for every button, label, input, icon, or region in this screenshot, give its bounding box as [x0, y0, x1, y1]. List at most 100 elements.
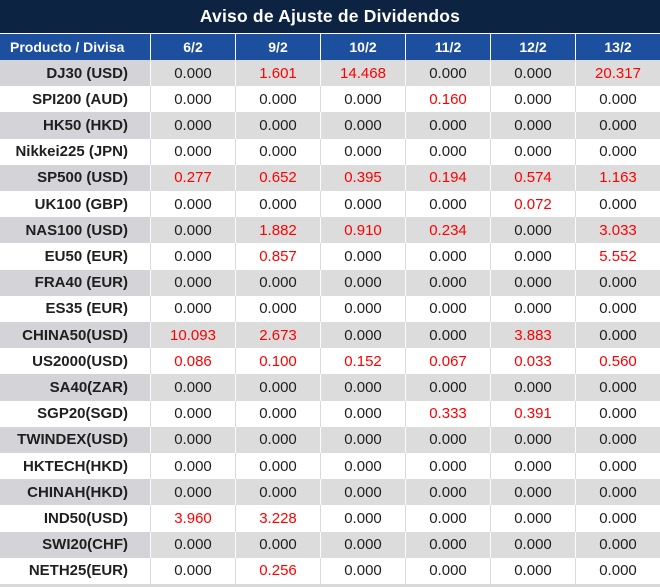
product-cell: IND50(USD)	[43, 510, 128, 528]
value-cell: 1.163	[575, 164, 660, 192]
value-cell: 0.000	[150, 138, 235, 165]
value-cell: 20.317	[575, 60, 660, 87]
table-row: NETH25(EUR) 0.000 0.256 0.000 0.000 0.000 0.00…	[0, 557, 660, 585]
value-cell: 1.601	[235, 60, 320, 87]
value-cell: 0.000	[490, 269, 575, 296]
value-cell: 0.000	[490, 295, 575, 323]
product-cell: SA40(ZAR)	[0, 374, 150, 401]
value-cell: 0.000	[150, 374, 235, 401]
value-cell: 0.000	[405, 322, 490, 349]
value-cell: 3.228	[235, 505, 320, 532]
value-cell: 0.000	[575, 295, 660, 323]
value-cell: 0.000	[575, 138, 660, 165]
value-cell: 0.000	[235, 138, 320, 165]
table-row: TWINDEX(USD) 0.000 0.000 0.000 0.000 0.000 0.0…	[0, 426, 660, 454]
value-cell: 0.000	[320, 374, 405, 401]
value-cell: 0.000	[405, 112, 490, 139]
value-cell: 0.000	[490, 112, 575, 139]
product-cell: NETH25(EUR)	[28, 562, 128, 580]
product-cell: Nikkei225 (JPN)	[15, 143, 128, 161]
table-row: DJ30 (USD) 0.000 1.601 14.468 0.000 0.000 20.3…	[0, 60, 660, 87]
value-cell: 0.000	[235, 86, 320, 113]
value-cell: 3.033	[575, 217, 660, 244]
value-cell: 0.000	[320, 295, 405, 323]
value-cell: 0.033	[490, 348, 575, 375]
value-cell: 0.234	[405, 217, 490, 244]
product-column-header: Producto / Divisa	[10, 39, 125, 55]
value-cell: 0.000	[320, 479, 405, 506]
value-cell: 0.000	[150, 191, 235, 218]
value-cell: 0.000	[490, 479, 575, 506]
value-cell: 0.000	[150, 243, 235, 270]
value-cell: 0.067	[405, 348, 490, 375]
value-cell: 0.000	[575, 557, 660, 585]
value-cell: 0.910	[320, 217, 405, 244]
value-cell: 0.000	[150, 531, 235, 558]
value-cell: 0.256	[235, 557, 320, 585]
product-cell: DJ30 (USD)	[0, 60, 150, 87]
date-column-header: 6/2	[150, 34, 235, 60]
value-cell: 0.000	[150, 479, 235, 506]
column-header-row: Producto / Divisa 6/2 9/2 10/2 11/2 12/2 13/2	[0, 33, 660, 60]
value-cell: 0.000	[405, 557, 490, 585]
value-cell: 0.152	[320, 348, 405, 375]
date-column-header: 13/2	[575, 34, 660, 60]
table-row: FRA40 (EUR) 0.000 0.000 0.000 0.000 0.000 0.00…	[0, 269, 660, 296]
product-cell: SPI200 (AUD)	[32, 90, 128, 108]
value-cell: 0.333	[405, 400, 490, 427]
table-row: ES35 (EUR) 0.000 0.000 0.000 0.000 0.000 0.000	[0, 295, 660, 323]
value-cell: 0.086	[150, 348, 235, 375]
value-cell: 0.391	[490, 400, 575, 427]
value-cell: 0.652	[235, 164, 320, 192]
table-row: SWI20(CHF) 0.000 0.000 0.000 0.000 0.000 0.000	[0, 531, 660, 558]
value-cell: 0.000	[150, 269, 235, 296]
product-cell: US2000(USD)	[32, 352, 128, 370]
product-cell: EU50 (EUR)	[44, 248, 128, 266]
value-cell: 0.000	[405, 374, 490, 401]
table-row: HKTECH(HKD) 0.000 0.000 0.000 0.000 0.000 0.00…	[0, 453, 660, 480]
value-cell: 10.093	[150, 322, 235, 349]
value-cell: 0.000	[235, 269, 320, 296]
value-cell: 0.000	[405, 295, 490, 323]
value-cell: 0.000	[320, 505, 405, 532]
table-row: SGP20(SGD) 0.000 0.000 0.000 0.333 0.391 0.000	[0, 400, 660, 427]
value-cell: 1.882	[235, 217, 320, 244]
value-cell: 0.000	[575, 400, 660, 427]
value-cell: 0.000	[405, 426, 490, 454]
value-cell: 0.857	[235, 243, 320, 270]
value-cell: 3.960	[150, 505, 235, 532]
value-cell: 0.000	[235, 295, 320, 323]
value-cell: 0.000	[320, 400, 405, 427]
value-cell: 0.000	[235, 426, 320, 454]
value-cell: 0.000	[320, 426, 405, 454]
product-cell: ES35 (EUR)	[45, 300, 128, 318]
value-cell: 0.000	[405, 505, 490, 532]
date-column-header: 9/2	[235, 34, 320, 60]
value-cell: 0.000	[575, 505, 660, 532]
value-cell: 0.560	[575, 348, 660, 375]
product-cell: SWI20(CHF)	[0, 531, 150, 558]
value-cell: 0.000	[235, 479, 320, 506]
value-cell: 0.000	[490, 426, 575, 454]
value-cell: 0.000	[575, 191, 660, 218]
value-cell: 0.000	[490, 243, 575, 270]
value-cell: 0.000	[405, 138, 490, 165]
product-cell: HK50 (HKD)	[0, 112, 150, 139]
value-cell: 0.000	[405, 531, 490, 558]
table-row: NAS100 (USD) 0.000 1.882 0.910 0.234 0.000 3.0…	[0, 217, 660, 244]
value-cell: 0.277	[150, 164, 235, 192]
value-cell: 0.000	[320, 243, 405, 270]
value-cell: 0.000	[150, 426, 235, 454]
value-cell: 0.000	[150, 557, 235, 585]
value-cell: 0.000	[320, 531, 405, 558]
table-row: CHINA50(USD) 10.093 2.673 0.000 0.000 3.883 0.…	[0, 322, 660, 349]
value-cell: 0.000	[320, 138, 405, 165]
value-cell: 0.160	[405, 86, 490, 113]
value-cell: 0.194	[405, 164, 490, 192]
value-cell: 0.000	[490, 217, 575, 244]
value-cell: 0.000	[150, 217, 235, 244]
value-cell: 0.000	[320, 191, 405, 218]
table-row: EU50 (EUR) 0.000 0.857 0.000 0.000 0.000 5.552	[0, 243, 660, 270]
table-row: US2000(USD) 0.086 0.100 0.152 0.067 0.033 0.56…	[0, 348, 660, 375]
